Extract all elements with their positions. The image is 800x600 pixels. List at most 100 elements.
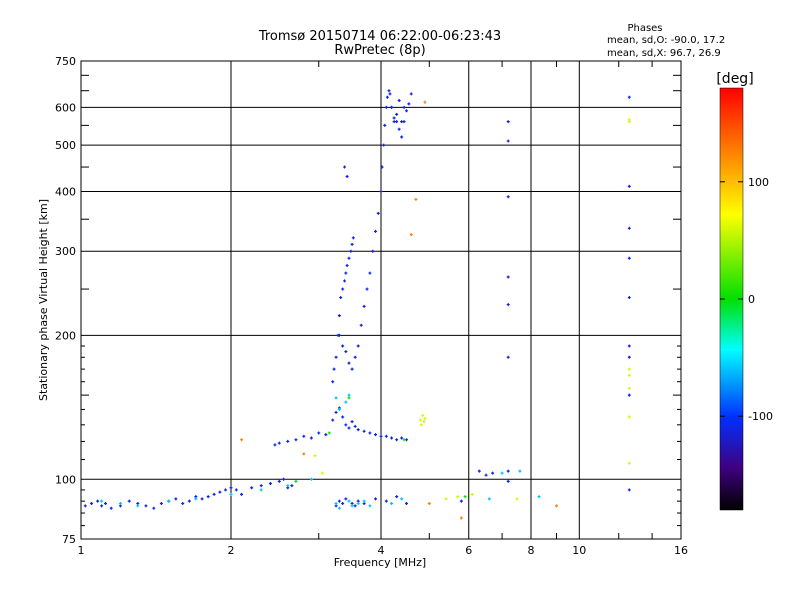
scatter-point bbox=[259, 488, 263, 492]
scatter-point bbox=[344, 497, 348, 501]
x-tick-label: 10 bbox=[572, 544, 586, 557]
scatter-point bbox=[337, 333, 341, 337]
scatter-point bbox=[518, 469, 522, 473]
scatter-point bbox=[290, 484, 294, 488]
scatter-point bbox=[459, 499, 463, 503]
scatter-point bbox=[383, 123, 387, 127]
scatter-point bbox=[484, 473, 488, 477]
y-axis-ticks: 75 100 200 300 400 500 600 750 bbox=[55, 55, 681, 546]
scatter-point bbox=[404, 109, 408, 113]
scatter-point bbox=[418, 418, 422, 422]
scatter-point bbox=[100, 504, 104, 508]
scatter-point bbox=[627, 95, 631, 99]
scatter-point bbox=[390, 436, 394, 440]
scatter-point bbox=[344, 271, 348, 275]
scatter-point bbox=[374, 497, 378, 501]
scatter-point bbox=[506, 139, 510, 143]
scatter-point bbox=[118, 501, 122, 505]
scatter-point bbox=[347, 256, 351, 260]
scatter-point bbox=[627, 344, 631, 348]
scatter-point bbox=[345, 174, 349, 178]
scatter-point bbox=[385, 95, 389, 99]
scatter-point bbox=[343, 279, 347, 283]
scatter-point bbox=[374, 433, 378, 437]
scatter-point bbox=[627, 256, 631, 260]
scatter-point bbox=[224, 488, 228, 492]
scatter-point bbox=[337, 407, 341, 411]
scatter-point bbox=[353, 424, 357, 428]
scatter-point bbox=[395, 495, 399, 499]
scatter-point bbox=[212, 492, 216, 496]
scatter-point bbox=[414, 197, 418, 201]
scatter-point bbox=[627, 488, 631, 492]
scatter-point bbox=[421, 413, 425, 417]
scatter-point bbox=[362, 429, 366, 433]
scatter-point bbox=[309, 477, 313, 481]
scatter-point bbox=[327, 431, 331, 435]
scatter-point bbox=[423, 417, 427, 421]
scatter-point bbox=[96, 499, 100, 503]
scatter-point bbox=[218, 490, 222, 494]
scatter-point bbox=[302, 434, 306, 438]
scatter-point bbox=[419, 423, 423, 427]
colorbar-label: [deg] bbox=[716, 71, 753, 87]
scatter-point bbox=[627, 118, 631, 122]
scatter-point bbox=[402, 105, 406, 109]
scatter-point bbox=[353, 504, 357, 508]
scatter-point bbox=[277, 479, 281, 483]
scatter-point bbox=[144, 504, 148, 508]
y-tick-label: 500 bbox=[55, 139, 76, 152]
scatter-point bbox=[337, 506, 341, 510]
y-axis-label: Stationary phase Virtual Height [km] bbox=[37, 199, 50, 401]
scatter-point bbox=[395, 112, 399, 116]
scatter-point bbox=[390, 105, 394, 109]
scatter-point bbox=[382, 143, 386, 147]
scatter-point bbox=[392, 116, 396, 120]
scatter-point bbox=[368, 504, 372, 508]
scatter-point bbox=[341, 287, 345, 291]
chart-subtitle: RwPretec (8p) bbox=[334, 43, 425, 58]
scatter-point bbox=[397, 127, 401, 131]
scatter-point bbox=[627, 184, 631, 188]
scatter-point bbox=[627, 226, 631, 230]
scatter-point bbox=[627, 367, 631, 371]
scatter-point bbox=[344, 400, 348, 404]
scatter-point bbox=[350, 367, 354, 371]
scatter-point bbox=[282, 477, 286, 481]
scatter-point bbox=[294, 479, 298, 483]
scatter-point bbox=[356, 501, 360, 505]
scatter-point bbox=[294, 438, 298, 442]
scatter-point bbox=[356, 428, 360, 432]
scatter-point bbox=[320, 471, 324, 475]
scatter-point bbox=[362, 304, 366, 308]
scatter-point bbox=[491, 471, 495, 475]
scatter-point bbox=[351, 236, 355, 240]
scatter-point bbox=[380, 165, 384, 169]
scatter-point bbox=[286, 484, 290, 488]
scatter-point bbox=[350, 242, 354, 246]
scatter-point bbox=[332, 367, 336, 371]
scatter-point bbox=[200, 497, 204, 501]
scatter-point bbox=[395, 438, 399, 442]
scatter-point bbox=[90, 501, 94, 505]
scatter-point bbox=[347, 396, 351, 400]
scatter-point bbox=[324, 433, 328, 437]
scatter-point bbox=[379, 434, 383, 438]
scatter-point bbox=[387, 89, 391, 93]
scatter-point bbox=[384, 434, 388, 438]
scatter-point bbox=[181, 501, 185, 505]
scatter-point bbox=[350, 420, 354, 424]
scatter-point bbox=[506, 275, 510, 279]
scatter-point bbox=[506, 479, 510, 483]
scatter-point bbox=[407, 102, 411, 106]
scatter-point bbox=[341, 344, 345, 348]
scatter-point bbox=[234, 488, 238, 492]
scatter-point bbox=[347, 393, 351, 397]
scatter-point bbox=[347, 499, 351, 503]
scatter-point bbox=[334, 396, 338, 400]
scatter-point bbox=[515, 497, 519, 501]
scatter-point bbox=[353, 355, 357, 359]
scatter-point bbox=[174, 497, 178, 501]
phases-title: Phases bbox=[627, 23, 662, 34]
